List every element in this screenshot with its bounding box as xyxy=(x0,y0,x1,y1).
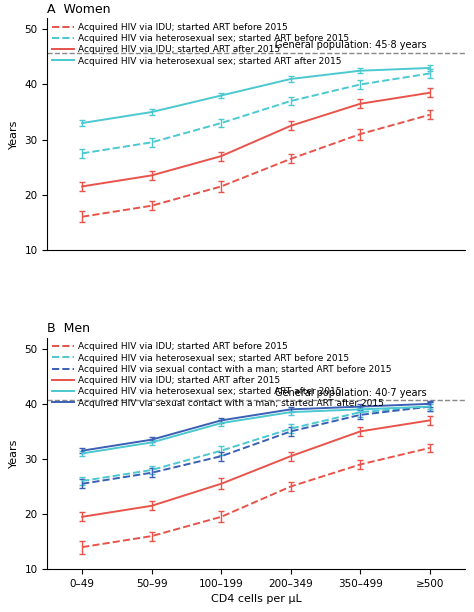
Y-axis label: Years: Years xyxy=(9,439,19,468)
Y-axis label: Years: Years xyxy=(9,119,19,149)
Text: B  Men: B Men xyxy=(47,322,91,335)
Text: General population: 45·8 years: General population: 45·8 years xyxy=(274,40,426,50)
Text: General population: 40·7 years: General population: 40·7 years xyxy=(274,388,426,398)
Legend: Acquired HIV via IDU; started ART before 2015, Acquired HIV via heterosexual sex: Acquired HIV via IDU; started ART before… xyxy=(52,342,392,408)
Text: A  Women: A Women xyxy=(47,3,111,16)
X-axis label: CD4 cells per μL: CD4 cells per μL xyxy=(210,594,301,605)
Legend: Acquired HIV via IDU; started ART before 2015, Acquired HIV via heterosexual sex: Acquired HIV via IDU; started ART before… xyxy=(52,23,349,65)
